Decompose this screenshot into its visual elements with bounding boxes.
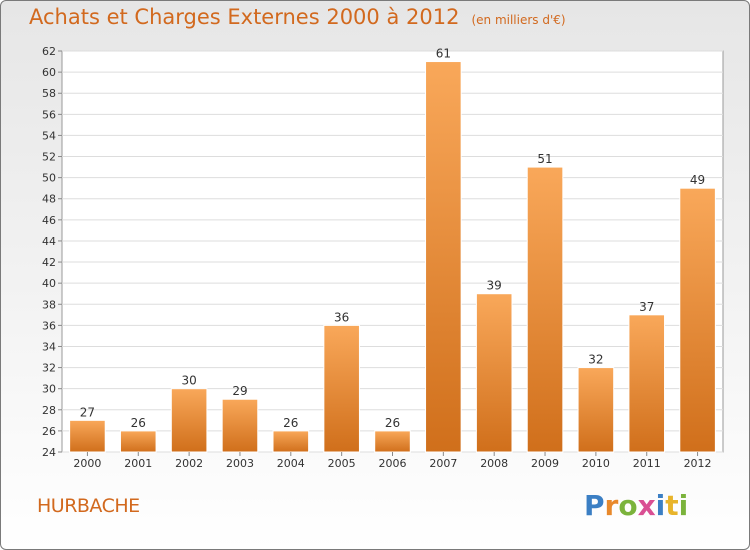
bar-2007 (425, 61, 462, 453)
y-tick-label: 38 (42, 298, 56, 311)
x-tick-label-2003: 2003 (226, 457, 254, 470)
data-label-2002: 30 (181, 374, 196, 388)
bar-2008 (475, 293, 513, 453)
y-tick-label: 34 (42, 340, 56, 353)
bar-2010 (577, 367, 615, 453)
y-tick-label: 52 (42, 151, 56, 164)
plot-area (61, 50, 724, 453)
y-tick-label: 24 (42, 446, 56, 459)
y-tick-label: 54 (42, 129, 56, 142)
y-tick-label: 62 (42, 45, 56, 58)
x-tick-label-2006: 2006 (379, 457, 407, 470)
y-tick-label: 48 (42, 193, 56, 206)
x-tick-label-2009: 2009 (531, 457, 559, 470)
bar-2009 (526, 166, 564, 453)
bar-2001 (119, 430, 157, 453)
data-label-2011: 37 (639, 300, 654, 314)
bar-2003 (221, 398, 259, 453)
x-tick-label-2004: 2004 (277, 457, 305, 470)
bar-2012 (679, 187, 716, 453)
x-tick-label-2008: 2008 (480, 457, 508, 470)
data-label-2001: 26 (131, 416, 146, 430)
y-tick-label: 32 (42, 362, 56, 375)
bar-2006 (374, 430, 411, 453)
chart-title: Achats et Charges Externes 2000 à 2012 (e… (29, 5, 566, 29)
y-tick-label: 36 (42, 319, 56, 332)
x-tick-label-2000: 2000 (73, 457, 101, 470)
chart-subtitle: (en milliers d'€) (471, 13, 566, 27)
data-label-2007: 61 (436, 47, 451, 61)
x-tick-label-2007: 2007 (429, 457, 457, 470)
y-tick-label: 26 (42, 425, 56, 438)
y-tick-label: 50 (42, 172, 56, 185)
data-label-2000: 27 (80, 405, 95, 419)
y-tick-label: 44 (42, 235, 56, 248)
bar-2004 (272, 430, 310, 453)
data-label-2009: 51 (537, 152, 552, 166)
y-tick-label: 60 (42, 66, 56, 79)
data-label-2006: 26 (385, 416, 400, 430)
y-tick-label: 30 (42, 383, 56, 396)
chart-title-text: Achats et Charges Externes 2000 à 2012 (29, 5, 460, 29)
y-tick-label: 28 (42, 404, 56, 417)
y-tick-label: 58 (42, 87, 56, 100)
bar-2011 (628, 314, 666, 453)
data-label-2012: 49 (690, 173, 705, 187)
y-tick-label: 40 (42, 277, 56, 290)
proxiti-logo: Proxiti (584, 489, 689, 522)
y-tick-label: 42 (42, 256, 56, 269)
data-label-2010: 32 (588, 353, 603, 367)
x-tick-label-2010: 2010 (582, 457, 610, 470)
place-name: HURBACHE (37, 495, 140, 517)
x-tick-label-2005: 2005 (328, 457, 356, 470)
data-label-2008: 39 (487, 279, 502, 293)
data-label-2005: 36 (334, 310, 349, 324)
y-tick-label: 56 (42, 108, 56, 121)
bar-2000 (69, 419, 106, 453)
x-tick-label-2002: 2002 (175, 457, 203, 470)
y-tick-label: 46 (42, 214, 56, 227)
bar-2002 (170, 388, 208, 453)
data-label-2003: 29 (232, 384, 247, 398)
x-tick-label-2001: 2001 (124, 457, 152, 470)
bar-2005 (323, 324, 360, 453)
data-label-2004: 26 (283, 416, 298, 430)
x-tick-label-2012: 2012 (684, 457, 712, 470)
x-tick-label-2011: 2011 (633, 457, 661, 470)
